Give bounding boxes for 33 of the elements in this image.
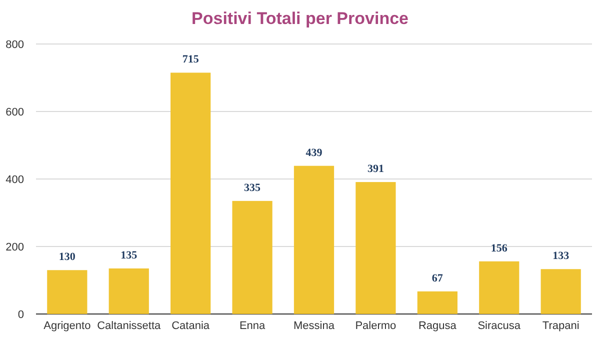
bar xyxy=(417,291,458,314)
data-label: 135 xyxy=(120,249,138,262)
x-tick-label: Palermo xyxy=(355,320,396,332)
bar xyxy=(170,72,211,314)
bar xyxy=(47,270,88,314)
y-tick-label: 400 xyxy=(6,174,24,186)
bar xyxy=(356,182,396,314)
x-tick-label: Agrigento xyxy=(44,320,91,332)
x-tick-label: Trapani xyxy=(542,320,580,332)
data-label: 156 xyxy=(490,242,508,254)
bar xyxy=(232,200,272,314)
x-tick-label: Messina xyxy=(294,320,336,332)
bar xyxy=(108,268,149,314)
y-tick-label: 600 xyxy=(6,106,24,118)
x-tick-label: Siracusa xyxy=(478,320,522,332)
data-label: 133 xyxy=(552,250,570,262)
y-tick-label: 800 xyxy=(6,39,24,51)
data-label: 391 xyxy=(367,163,384,176)
data-label: 335 xyxy=(244,182,262,194)
data-label: 439 xyxy=(306,146,323,159)
data-label: 715 xyxy=(182,54,200,66)
x-tick-label: Caltanissetta xyxy=(97,320,162,332)
data-label: 130 xyxy=(58,251,76,264)
chart-title: Positivi Totali per Province xyxy=(192,9,408,28)
bar xyxy=(540,269,581,314)
y-tick-label: 0 xyxy=(18,309,24,321)
y-tick-label: 200 xyxy=(6,242,24,254)
x-tick-label: Catania xyxy=(172,320,210,332)
x-tick-label: Ragusa xyxy=(418,320,458,332)
data-label: 67 xyxy=(432,272,444,284)
bar xyxy=(294,166,334,314)
bar xyxy=(479,261,520,314)
x-tick-label: Enna xyxy=(239,320,266,332)
